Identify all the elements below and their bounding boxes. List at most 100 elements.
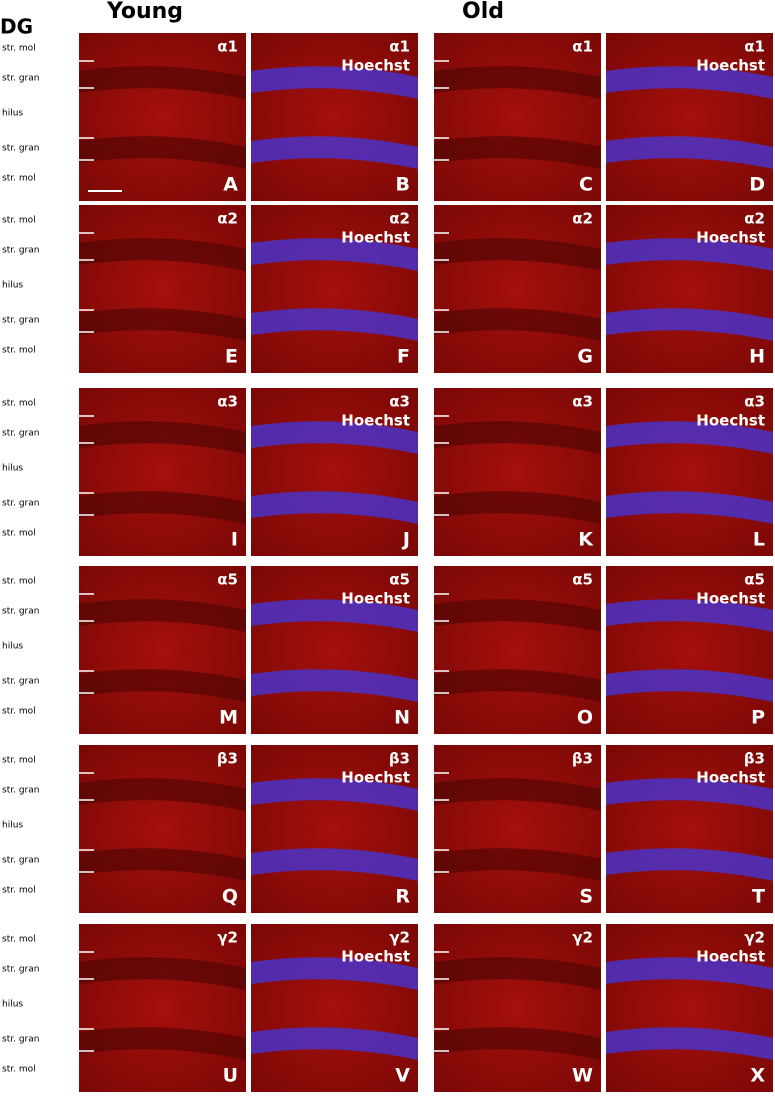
granule-layer [79,308,246,341]
panel-letter: X [750,1065,765,1087]
layer-label: str. gran [2,607,39,617]
layer-label: str. mol [2,756,36,766]
panel-letter: I [231,529,238,551]
panel: α2 E [79,205,246,373]
stain-label: Hoechst [696,590,765,608]
layer-label: hilus [2,281,23,291]
subunit-label: γ2 [744,929,765,947]
granule-layer [251,308,418,341]
granule-layer [251,238,418,271]
panel-letter: N [394,707,410,729]
granule-layer [434,599,601,632]
layer-label: hilus [2,821,23,831]
region-label: DG [0,15,33,39]
stain-label: Hoechst [696,948,765,966]
panel-image [79,205,246,373]
panel-image [434,205,601,373]
panel-image [251,205,418,373]
subunit-label: α5 [389,571,410,589]
granule-layer [434,848,601,881]
panel-letter: W [572,1065,593,1087]
subunit-label: α3 [744,393,765,411]
group-label: Old [462,0,504,24]
layer-label: str. mol [2,346,36,356]
subunit-label: β3 [572,750,593,768]
layer-label: str. gran [2,677,39,687]
subunit-label: α5 [217,571,238,589]
granule-layer [251,599,418,632]
granule-layer [251,669,418,702]
stain-label: Hoechst [696,57,765,75]
panel-image [434,566,601,734]
granule-layer [434,136,601,169]
layer-label: str. gran [2,786,39,796]
granule-layer [251,778,418,811]
panel-letter: S [579,886,593,908]
subunit-label: β3 [744,750,765,768]
layer-label: str. gran [2,499,39,509]
panel-letter: L [753,529,765,551]
subunit-label: α3 [389,393,410,411]
stain-label: Hoechst [341,57,410,75]
panel-image [434,388,601,556]
stain-label: Hoechst [341,590,410,608]
subunit-label: γ2 [389,929,410,947]
granule-layer [606,957,773,990]
granule-layer [434,308,601,341]
subunit-label: α3 [217,393,238,411]
panel-letter: K [578,529,594,551]
subunit-label: γ2 [572,929,593,947]
layer-label: str. mol [2,935,36,945]
subunit-label: α1 [744,38,765,56]
granule-layer [79,957,246,990]
panel: α1 C [434,33,601,201]
layer-label: str. gran [2,856,39,866]
panel: α5 O [434,566,601,734]
stain-label: Hoechst [341,948,410,966]
panel-letter: T [752,886,765,908]
subunit-label: α5 [572,571,593,589]
stain-label: Hoechst [696,769,765,787]
panel-image [251,924,418,1092]
layer-label: hilus [2,1000,23,1010]
panel-letter: V [395,1065,410,1087]
granule-layer [251,136,418,169]
granule-layer [434,778,601,811]
granule-layer [606,669,773,702]
panel-image [606,205,773,373]
granule-layer [251,957,418,990]
panel: α3 K [434,388,601,556]
panel-image [434,745,601,913]
granule-layer [79,136,246,169]
granule-layer [79,778,246,811]
panel: γ2 W [434,924,601,1092]
subunit-label: α2 [744,210,765,228]
panel-image [606,388,773,556]
granule-layer [79,669,246,702]
panel-letter: J [401,529,410,551]
layer-label: str. mol [2,1065,36,1075]
subunit-label: γ2 [217,929,238,947]
granule-layer [606,599,773,632]
panel: γ2 U [79,924,246,1092]
panel: α5 M [79,566,246,734]
layer-label: str. mol [2,529,36,539]
panel-image [251,388,418,556]
panel-letter: B [396,174,410,196]
panel-image [79,745,246,913]
stain-label: Hoechst [696,229,765,247]
panel-letter: O [577,707,593,729]
granule-layer [434,1027,601,1060]
panel: β3 S [434,745,601,913]
granule-layer [434,957,601,990]
layer-label: str. mol [2,174,36,184]
granule-layer [606,66,773,99]
panel-letter: E [225,346,238,368]
panel: α2 G [434,205,601,373]
granule-layer [79,421,246,454]
